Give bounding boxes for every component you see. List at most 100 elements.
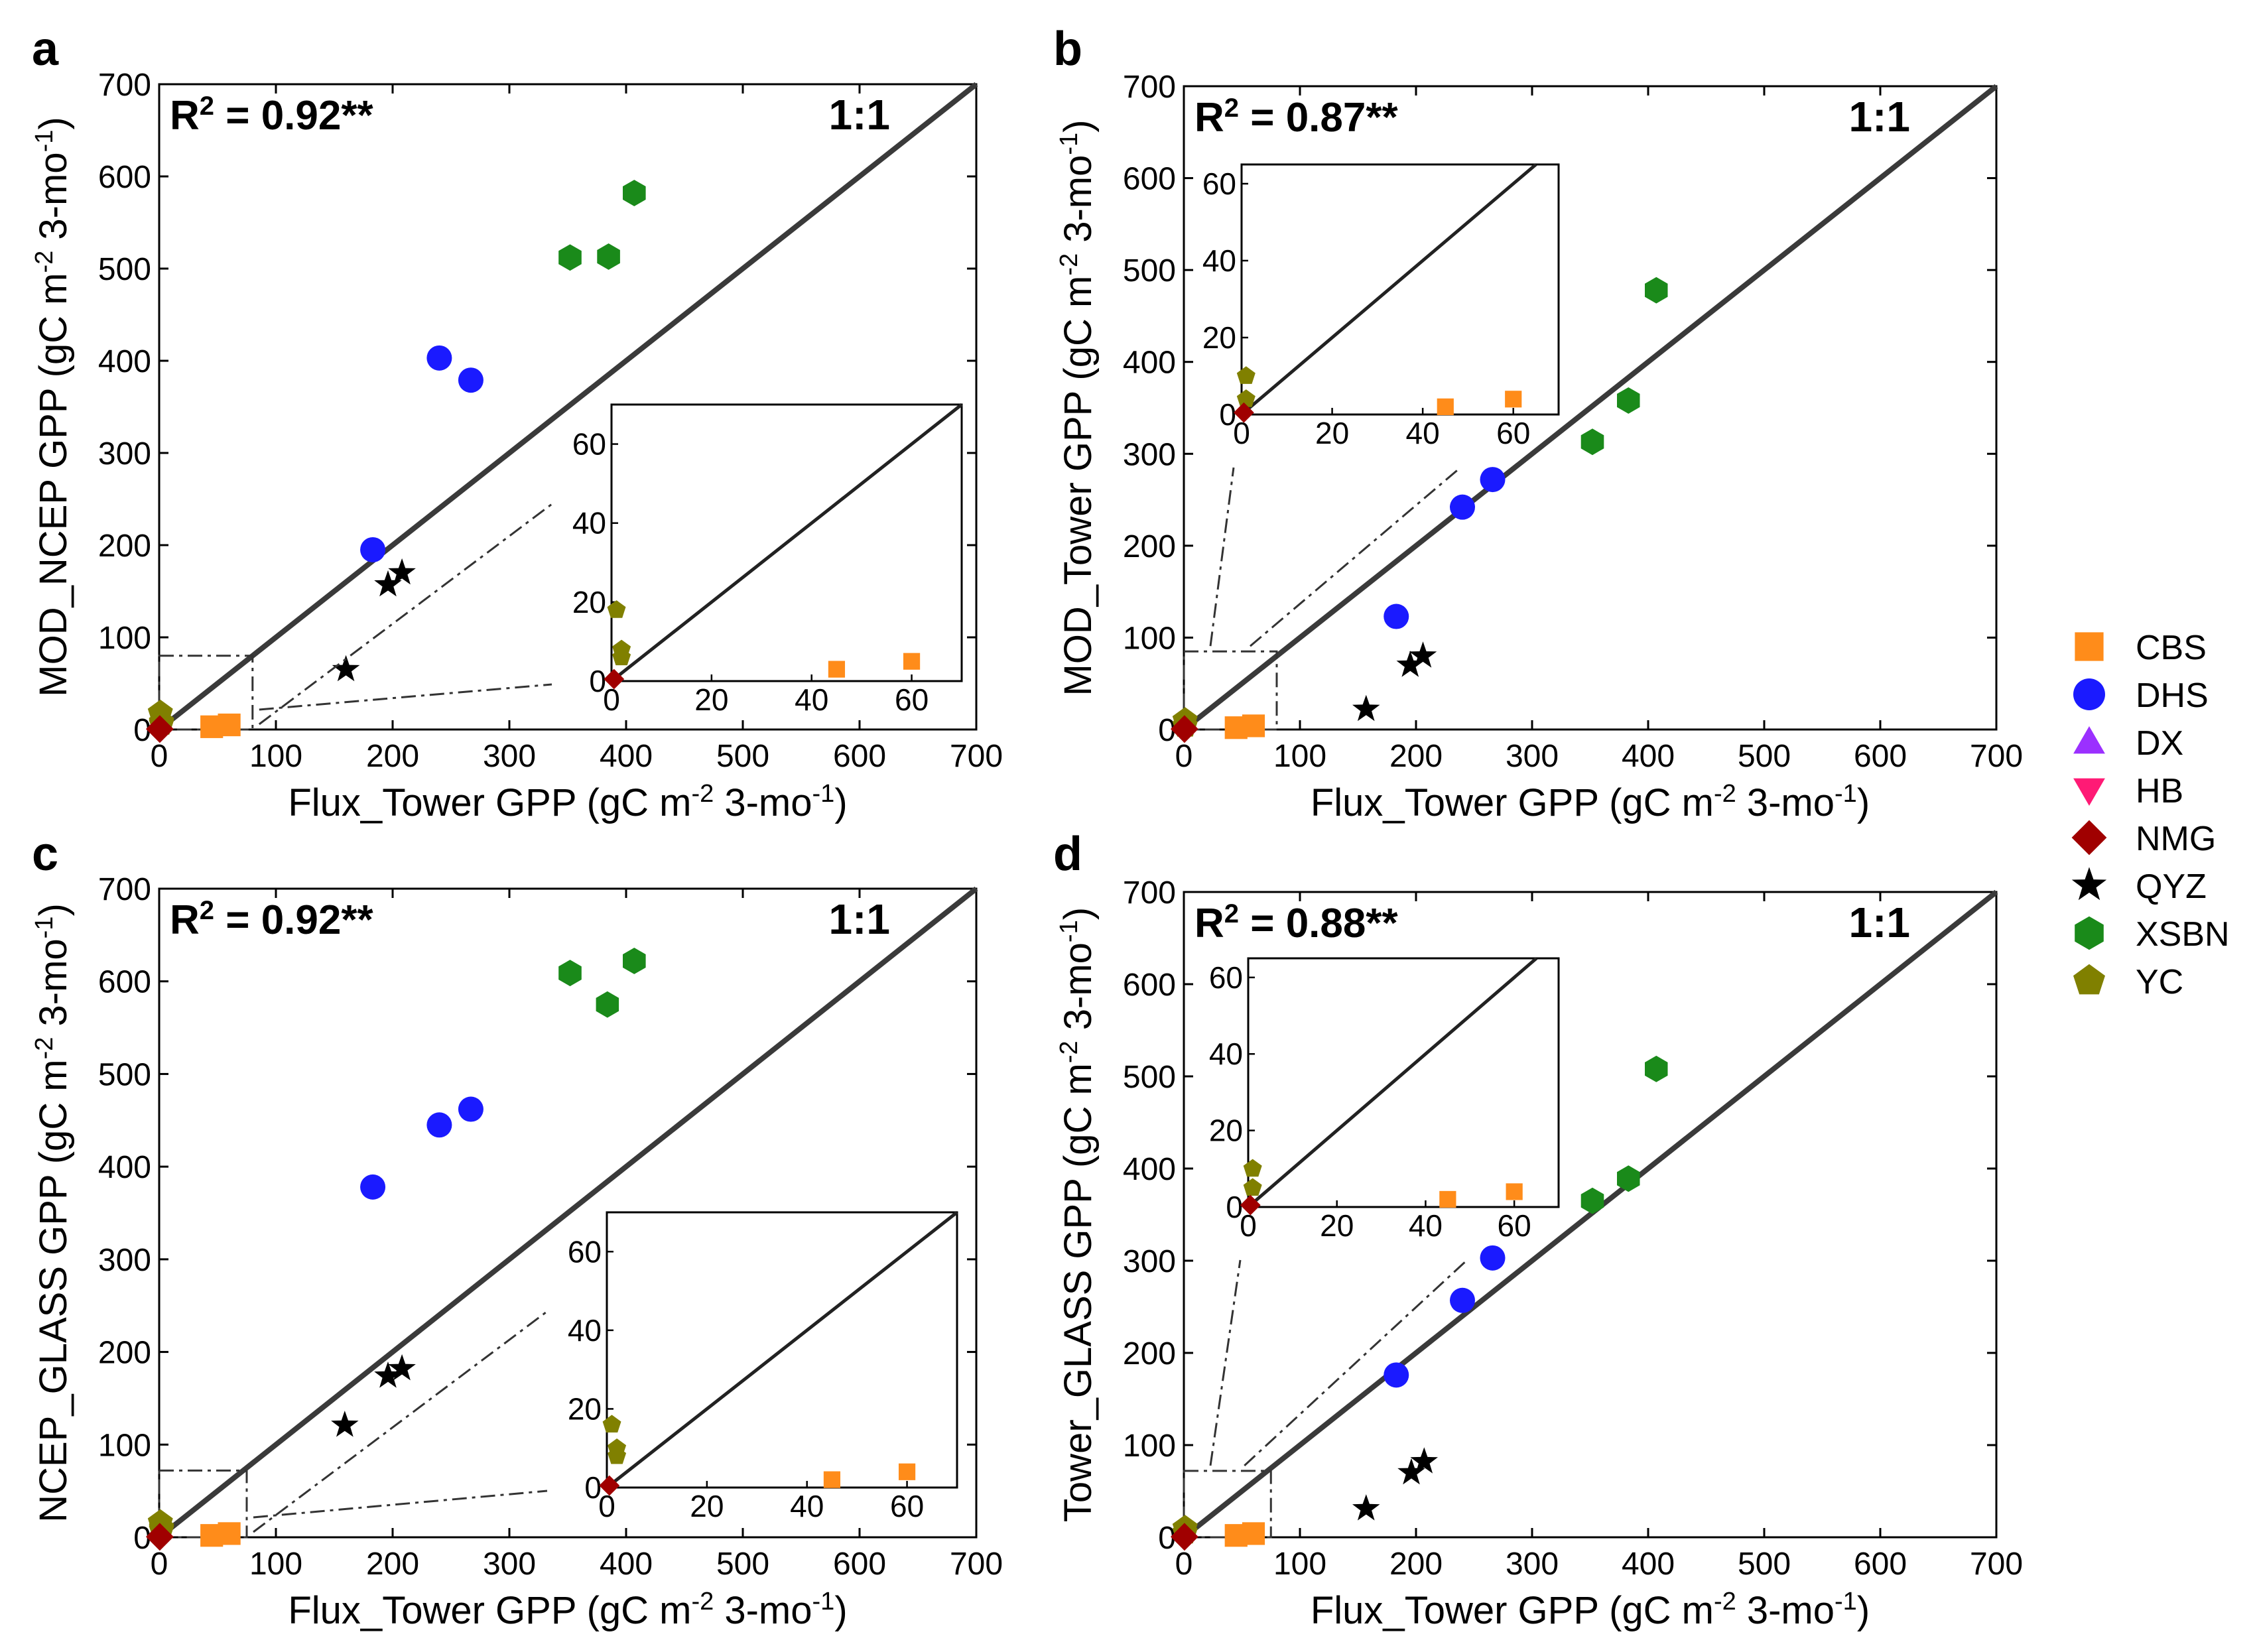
y-tick-label: 200 [98,529,151,564]
zoom-connector [259,683,552,711]
y-tick-label: 700 [1123,875,1176,911]
label-part: ) [834,781,847,824]
label-part: 3-mo [714,1589,812,1632]
inset-data-point-cbs [1439,1190,1456,1208]
legend-label: YC [2136,963,2183,1001]
x-tick-label: 500 [1738,739,1791,774]
legend-item-dhs: DHS [2073,676,2209,715]
label-part: Tower_GLASS GPP (gC m [1057,1063,1100,1522]
label-part: 3-mo [1057,942,1100,1041]
label-superscript: -2 [31,251,58,273]
inset-y-tick-label: 40 [1202,243,1236,278]
one-to-one-label: 1:1 [829,91,891,139]
x-tick-label: 500 [716,1547,769,1582]
x-tick-label: 200 [366,1547,419,1582]
legend-label: DX [2136,724,2183,763]
y-tick-label: 500 [1123,1060,1176,1095]
x-tick-label: 100 [249,739,302,774]
data-point-xsbn [623,180,646,206]
legend-item-dx: DX [2073,724,2183,763]
inset-x-tick-label: 40 [1406,416,1440,450]
x-tick-label: 300 [1506,1547,1559,1582]
y-tick-label: 700 [98,872,151,907]
label-part: NCEP_GLASS GPP (gC m [32,1059,75,1522]
inset-y-tick-label: 0 [1226,1190,1243,1224]
label-part: MOD_Tower GPP (gC m [1057,276,1100,696]
x-tick-label: 700 [1970,1547,2023,1582]
y-tick-label: 400 [1123,346,1176,381]
r-squared-superscript: 2 [200,92,214,121]
x-tick-label: 0 [151,739,168,774]
legend-label: NMG [2136,820,2216,858]
inset-plot: 0 20 40 60 0 20 40 60 [572,403,963,717]
data-point-qyz [374,1362,402,1388]
data-point-dhs [360,537,386,562]
data-point-xsbn [558,244,582,271]
r-squared-symbol: R [170,897,200,943]
panel-d: d0 100 200 300 400 500 600 70001002003004005006… [1053,828,2023,1632]
y-tick-label: 300 [98,1243,151,1278]
data-point-nmg [1171,1523,1198,1551]
x-tick-label: 700 [1970,739,2023,774]
label-superscript: -2 [691,1588,714,1616]
inset-y-tick-label: 40 [1209,1037,1243,1071]
data-point-qyz [1397,1458,1425,1485]
inset-y-tick-label: 40 [572,506,606,540]
one-to-one-line [157,886,978,1540]
zoom-connector [1244,1259,1468,1467]
plot-frame [158,83,978,731]
inset-data-point-cbs [903,653,921,670]
inset-data-point-cbs [1505,391,1522,408]
r-squared-label: R2 = 0.88** [1194,899,1398,946]
inset-frame [1240,163,1560,416]
inset-x-tick-label: 40 [790,1489,824,1523]
y-axis-label: Tower_GLASS GPP (gC m-2 3-mo-1) [1055,907,1100,1522]
inset-y-tick-label: 20 [1209,1113,1243,1148]
x-tick-label: 200 [366,739,419,774]
y-tick-label: 700 [98,68,151,103]
legend-label: XSBN [2136,915,2230,954]
one-to-one-line [1182,84,1998,732]
data-point-dhs [426,1112,452,1138]
inset-data-point-yc [1243,1178,1262,1196]
inset-x-tick-label: 40 [795,682,828,717]
data-point-dhs [1384,604,1409,629]
inset-plot: 0 20 40 60 0 20 40 60 [568,1211,958,1523]
inset-data-point-yc [612,639,631,658]
zoom-box [1183,1470,1272,1539]
data-point-dhs [426,345,452,371]
panel-letter: b [1053,23,1082,76]
inset-x-tick-label: 40 [1409,1208,1443,1243]
label-superscript: -2 [1714,1588,1736,1616]
r-squared-symbol: R [170,93,200,139]
inset-x-tick-label: 0 [598,1489,615,1523]
legend-label: HB [2136,772,2183,810]
inset-y-tick-label: 60 [568,1234,602,1269]
label-part: 3-mo [714,781,812,824]
inset-data-point-nmg [1240,1194,1261,1216]
data-point-qyz [388,558,416,585]
y-tick-label: 500 [1123,253,1176,288]
x-tick-label: 500 [1738,1547,1791,1582]
panel-b: b0 100 200 300 400 500 600 70001002003004005006… [1053,23,2023,824]
r-squared-label: R2 = 0.87** [1194,94,1398,141]
y-tick-label: 600 [1123,968,1176,1003]
inset-y-tick-label: 0 [1219,397,1236,432]
label-part: ) [1857,1589,1870,1632]
inset-data-point-nmg [599,1475,620,1496]
one-to-one-label: 1:1 [1849,93,1911,141]
legend-marker [2073,726,2105,754]
inset-x-tick-label: 0 [1240,1208,1257,1243]
plot-frame [158,887,978,1539]
zoom-connector [253,1490,548,1519]
r-squared-superscript: 2 [1224,94,1239,123]
x-axis-label: Flux_Tower GPP (gC m-2 3-mo-1) [1311,1588,1870,1632]
y-tick-label: 500 [98,1057,151,1092]
inset-data-point-cbs [1506,1183,1523,1200]
x-tick-label: 100 [1273,739,1326,774]
label-superscript: -1 [1055,920,1083,942]
data-point-xsbn [558,960,582,987]
inset-y-tick-label: 0 [589,664,606,698]
zoom-connector [1209,467,1235,647]
panels: a0 100 200 300 400 500 600 70001002003004005006… [31,23,2023,1632]
